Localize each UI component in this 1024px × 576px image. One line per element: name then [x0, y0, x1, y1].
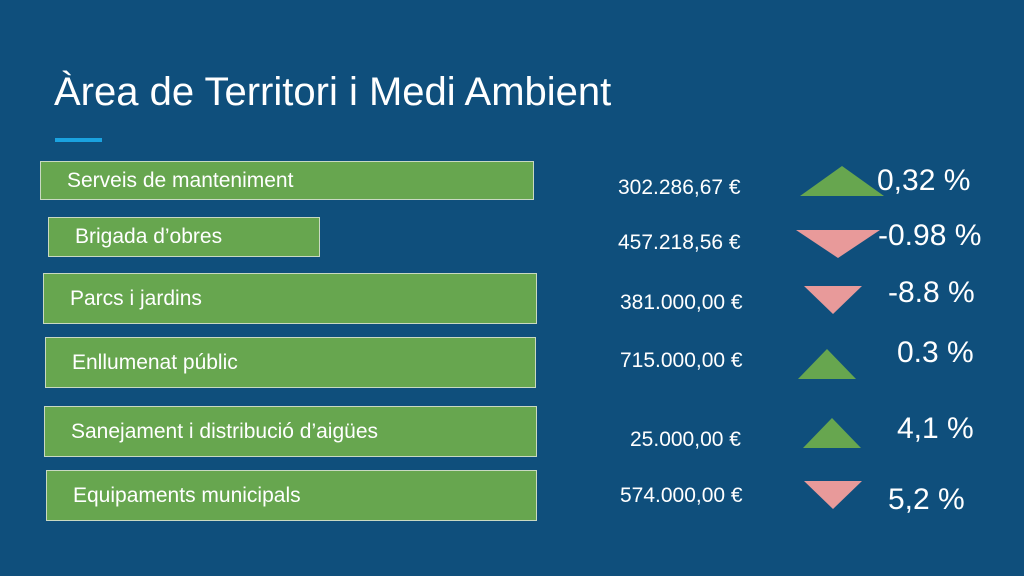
category-bar-serveis: Serveis de manteniment	[40, 161, 534, 200]
title-accent-line	[55, 138, 102, 142]
amount-parcs: 381.000,00 €	[620, 291, 743, 314]
amount-brigada: 457.218,56 €	[618, 231, 741, 254]
trend-down-icon	[804, 481, 862, 509]
amount-enllumenat: 715.000,00 €	[620, 349, 743, 372]
amount-serveis: 302.286,67 €	[618, 176, 741, 199]
amount-equipaments: 574.000,00 €	[620, 484, 743, 507]
change-enllumenat: 0.3 %	[897, 336, 974, 369]
category-bar-equipaments: Equipaments municipals	[46, 470, 537, 521]
trend-up-icon	[800, 166, 884, 196]
trend-up-icon	[803, 418, 861, 448]
amount-sanejament: 25.000,00 €	[630, 428, 741, 451]
trend-up-icon	[798, 349, 856, 379]
change-parcs: -8.8 %	[888, 276, 975, 309]
change-serveis: 0,32 %	[877, 164, 971, 197]
category-bar-parcs: Parcs i jardins	[43, 273, 537, 324]
change-equipaments: 5,2 %	[888, 483, 965, 516]
category-bar-brigada: Brigada d’obres	[48, 217, 320, 257]
slide-title: Àrea de Territori i Medi Ambient	[54, 70, 612, 114]
category-bar-sanejament: Sanejament i distribució d’aigües	[44, 406, 537, 457]
change-sanejament: 4,1 %	[897, 412, 974, 445]
trend-down-icon	[796, 230, 880, 258]
category-bar-enllumenat: Enllumenat públic	[45, 337, 536, 388]
trend-down-icon	[804, 286, 862, 314]
change-brigada: -0.98 %	[878, 219, 982, 252]
